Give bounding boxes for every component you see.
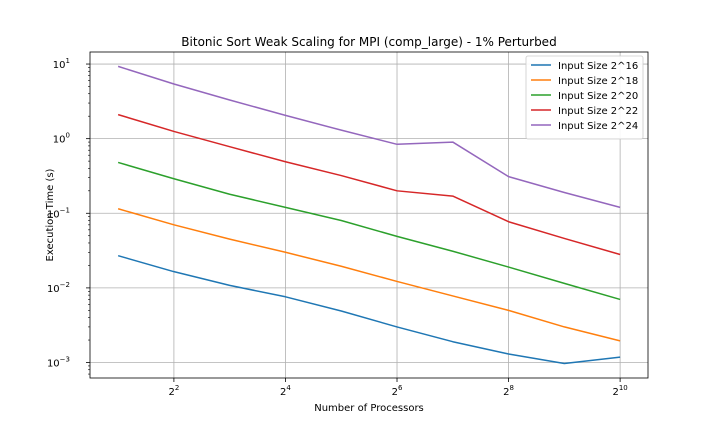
- x-tick-label: 28: [503, 384, 514, 398]
- legend-label: Input Size 2^16: [558, 61, 638, 72]
- legend-label: Input Size 2^20: [558, 91, 638, 102]
- legend-label: Input Size 2^22: [558, 106, 638, 117]
- x-tick-label: 24: [280, 384, 291, 398]
- series-line-5: [117, 65, 621, 209]
- series-lines: [117, 65, 621, 365]
- x-tick-label: 26: [392, 384, 403, 398]
- legend-label: Input Size 2^18: [558, 76, 638, 87]
- y-tick-label: 10−2: [47, 281, 70, 295]
- series-line-3: [117, 161, 621, 301]
- plot-frame: [89, 51, 649, 379]
- y-tick-label: 10−3: [47, 356, 70, 370]
- y-axis-label: Execution Time (s): [45, 168, 56, 261]
- series-line-1: [117, 254, 621, 365]
- x-tick-label: 210: [612, 384, 627, 398]
- x-tick-label: 22: [168, 384, 179, 398]
- y-tick-label: 10−1: [47, 206, 70, 220]
- legend-box: [525, 55, 644, 140]
- legend-label: Input Size 2^24: [558, 121, 638, 132]
- series-line-2: [117, 208, 621, 342]
- chart-title: Bitonic Sort Weak Scaling for MPI (comp_…: [181, 35, 556, 49]
- x-axis-label: Number of Processors: [314, 403, 424, 414]
- legend: Input Size 2^16 Input Size 2^18 Input Size…: [525, 55, 644, 140]
- series-line-4: [117, 113, 621, 256]
- y-tick-label: 101: [53, 57, 70, 71]
- x-axis: 22 24 26 28 210: [168, 378, 628, 398]
- y-axis: 10−3 10−2 10−1 100 101: [47, 57, 90, 375]
- y-tick-label: 100: [53, 132, 70, 146]
